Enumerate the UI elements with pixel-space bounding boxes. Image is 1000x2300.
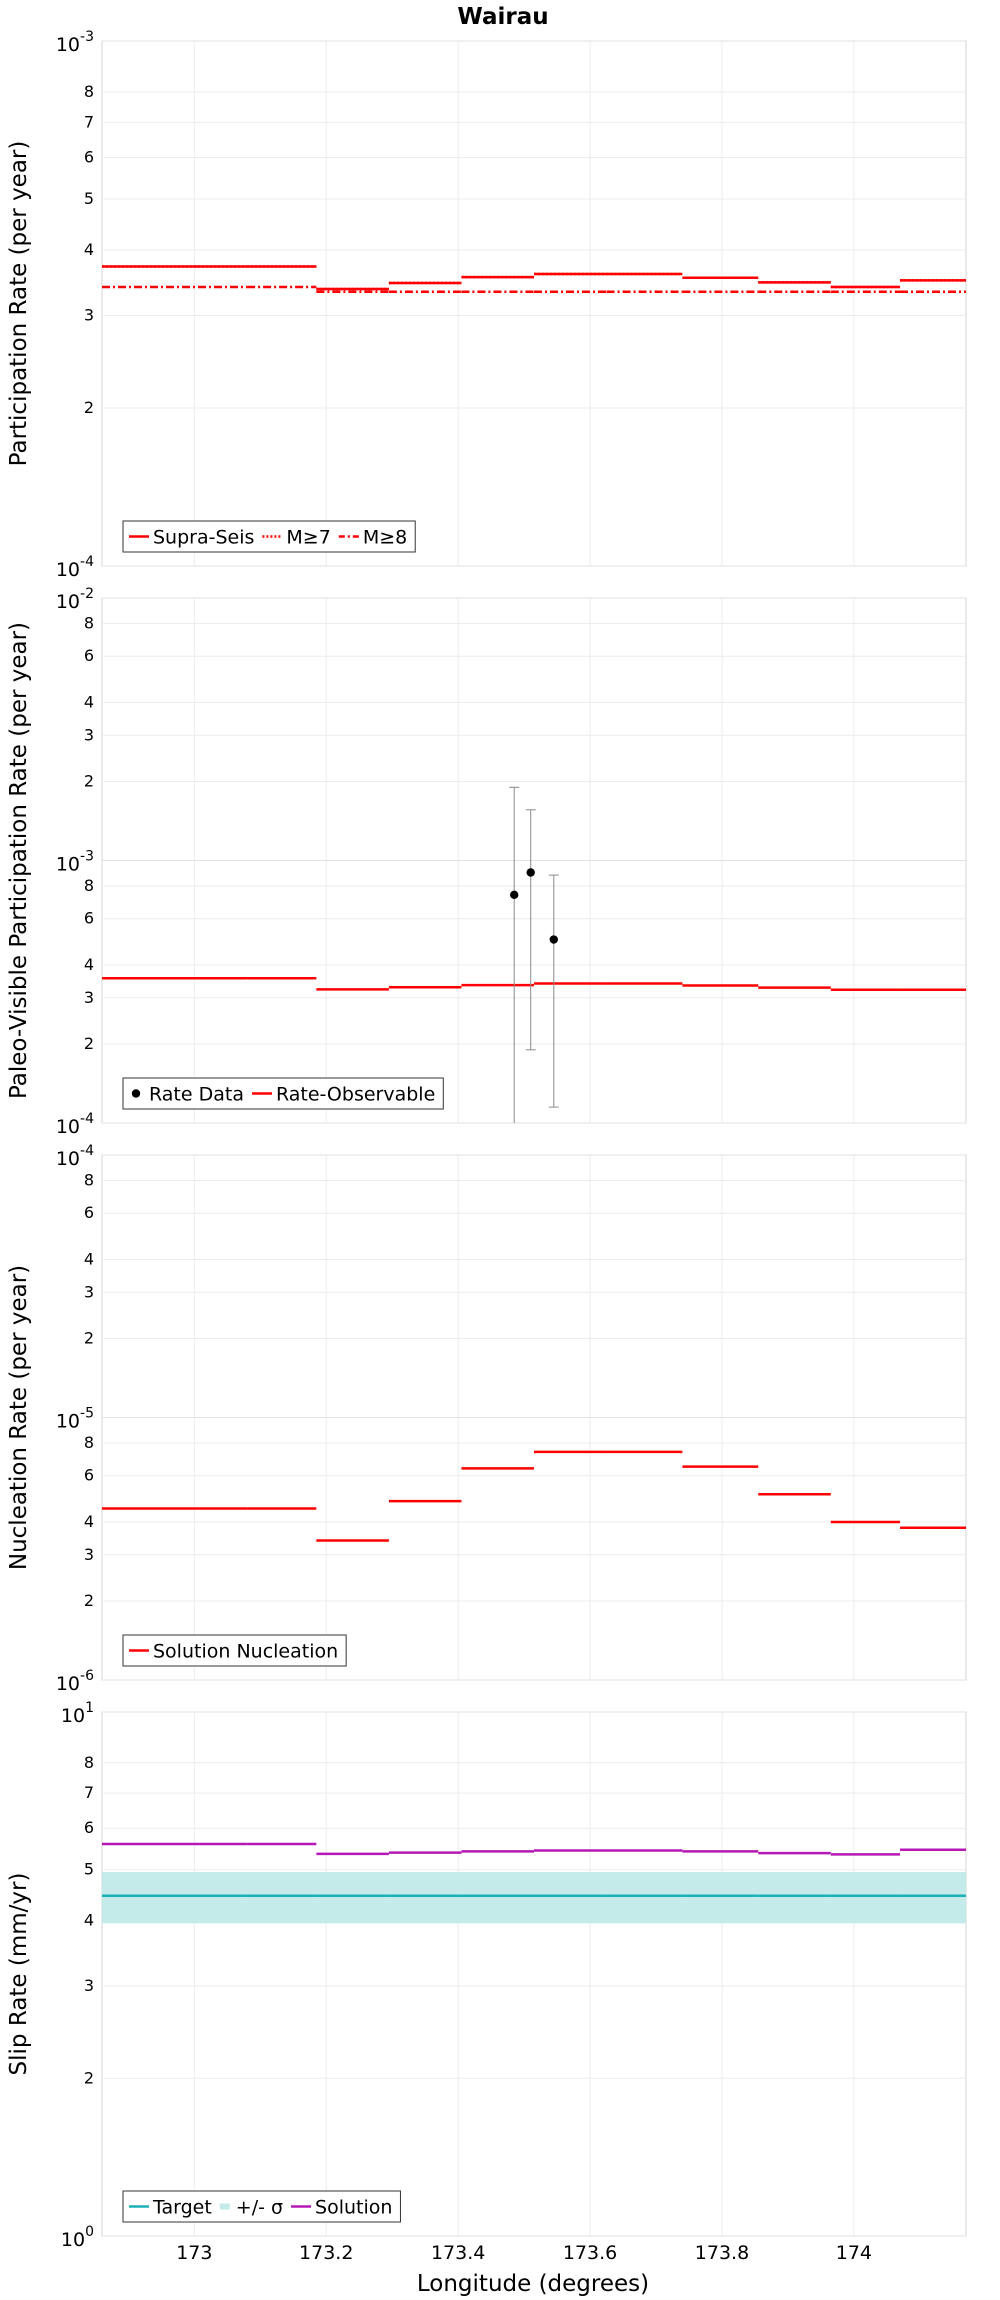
y-tick-label-major: 10-4 — [56, 1111, 94, 1138]
y-tick-label: 6 — [84, 1466, 94, 1485]
panel-1: 2 3 4 5 6 7 8 10-3 10-4 Participation Rate (per y… — [6, 29, 967, 581]
y-axis-label: Slip Rate (mm/yr) — [6, 1873, 32, 2076]
y-tick-label: 6 — [84, 1818, 94, 1837]
legend: Target +/- σ Solution — [122, 2190, 401, 2223]
y-tick-label: 4 — [84, 692, 94, 711]
y-axis-label: Participation Rate (per year) — [6, 141, 32, 467]
y-tick-label-major: 10-4 — [56, 554, 94, 581]
y-tick-label: 3 — [84, 1545, 94, 1564]
sigma-band — [102, 1872, 966, 1924]
series-solution — [102, 1842, 966, 1856]
y-tick-label: 2 — [84, 398, 94, 417]
y-tick-label-major: 10-2 — [56, 586, 94, 613]
y-tick-label: 6 — [84, 1203, 94, 1222]
y-tick-label: 3 — [84, 1976, 94, 1995]
y-tick-label-major: 10-3 — [56, 849, 94, 876]
y-tick-label: 2 — [84, 1328, 94, 1347]
legend-box — [122, 1077, 444, 1110]
data-point — [549, 935, 558, 944]
y-tick-label: 2 — [84, 1034, 94, 1053]
y-tick-label: 8 — [84, 876, 94, 895]
legend-label: Solution Nucleation — [153, 1641, 338, 1663]
y-tick-label: 7 — [84, 1783, 94, 1802]
series-m-8 — [102, 285, 966, 293]
y-tick-label: 6 — [84, 147, 94, 166]
legend-marker — [219, 2203, 230, 2210]
y-tick-label: 3 — [84, 725, 94, 744]
y-tick-label: 3 — [84, 1282, 94, 1301]
y-tick-label: 4 — [84, 955, 94, 974]
y-tick-label-major: 10-3 — [56, 29, 94, 56]
plot-area — [101, 40, 967, 567]
legend: Rate Data Rate-Observable — [122, 1077, 444, 1110]
x-tick-label: 173 — [176, 2242, 212, 2264]
legend-label: Solution — [315, 2197, 392, 2219]
y-tick-label: 8 — [84, 82, 94, 101]
y-tick-label: 4 — [84, 1512, 94, 1531]
y-tick-label: 8 — [84, 613, 94, 632]
panel-4: 2 3 4 5 6 7 8 101 100 Slip Rate (mm/yr) Target +/- … — [6, 1700, 967, 2251]
legend-label: M≥7 — [286, 527, 330, 549]
y-tick-label-major: 10-4 — [56, 1143, 94, 1170]
x-tick-label: 173.6 — [563, 2242, 617, 2264]
y-tick-label: 8 — [84, 1753, 94, 1772]
data-point — [510, 890, 519, 900]
y-tick-label: 6 — [84, 646, 94, 665]
y-tick-label: 2 — [84, 2068, 94, 2087]
legend-label: M≥8 — [363, 527, 407, 549]
series-rate-observable — [102, 976, 966, 991]
y-tick-label-major: 100 — [61, 2224, 94, 2251]
legend-label: Rate Data — [149, 1084, 244, 1106]
x-tick-label: 174 — [836, 2242, 872, 2264]
legend-label: Rate-Observable — [276, 1084, 435, 1106]
x-tick-label: 173.8 — [695, 2242, 749, 2264]
y-tick-label: 7 — [84, 112, 94, 131]
y-tick-label: 4 — [84, 1249, 94, 1268]
y-tick-label: 2 — [84, 1591, 94, 1610]
series-rate-data — [509, 786, 559, 1123]
chart-title: Wairau — [457, 4, 548, 30]
y-tick-label: 8 — [84, 1170, 94, 1189]
legend-box — [122, 2190, 401, 2223]
plot-area — [101, 1711, 967, 2237]
y-tick-label-major: 10-6 — [56, 1668, 94, 1695]
y-tick-label: 2 — [84, 771, 94, 790]
y-tick-label: 3 — [84, 988, 94, 1007]
legend-label: Target — [152, 2197, 212, 2219]
y-tick-label-major: 101 — [61, 1700, 94, 1727]
legend-label: +/- σ — [236, 2197, 283, 2219]
legend: Supra-Seis M≥7 M≥8 — [122, 520, 416, 553]
y-axis-label: Nucleation Rate (per year) — [6, 1265, 32, 1570]
y-axis-label: Paleo-Visible Participation Rate (per ye… — [6, 622, 32, 1099]
x-axis-label: Longitude (degrees) — [417, 2271, 649, 2297]
legend-label: Supra-Seis — [153, 527, 254, 549]
legend-marker — [131, 1089, 141, 1098]
legend-box — [122, 1634, 347, 1667]
data-point — [526, 868, 535, 877]
y-tick-label: 5 — [84, 1860, 94, 1879]
y-tick-label: 6 — [84, 909, 94, 928]
x-tick-label: 173.2 — [299, 2242, 353, 2264]
y-tick-label: 4 — [84, 1911, 94, 1930]
y-tick-label: 4 — [84, 240, 94, 259]
legend-box — [122, 520, 416, 553]
y-tick-label: 3 — [84, 306, 94, 325]
series-solution-nucleation — [102, 1450, 966, 1542]
y-tick-label: 8 — [84, 1433, 94, 1452]
series-m-7 — [102, 265, 966, 291]
legend: Solution Nucleation — [122, 1634, 347, 1667]
y-tick-label-major: 10-5 — [56, 1406, 94, 1433]
y-tick-label: 5 — [84, 189, 94, 208]
x-tick-label: 173.4 — [431, 2242, 485, 2264]
x-axis: 173 173.2 173.4 173.6 173.8 174 — [176, 2242, 872, 2264]
